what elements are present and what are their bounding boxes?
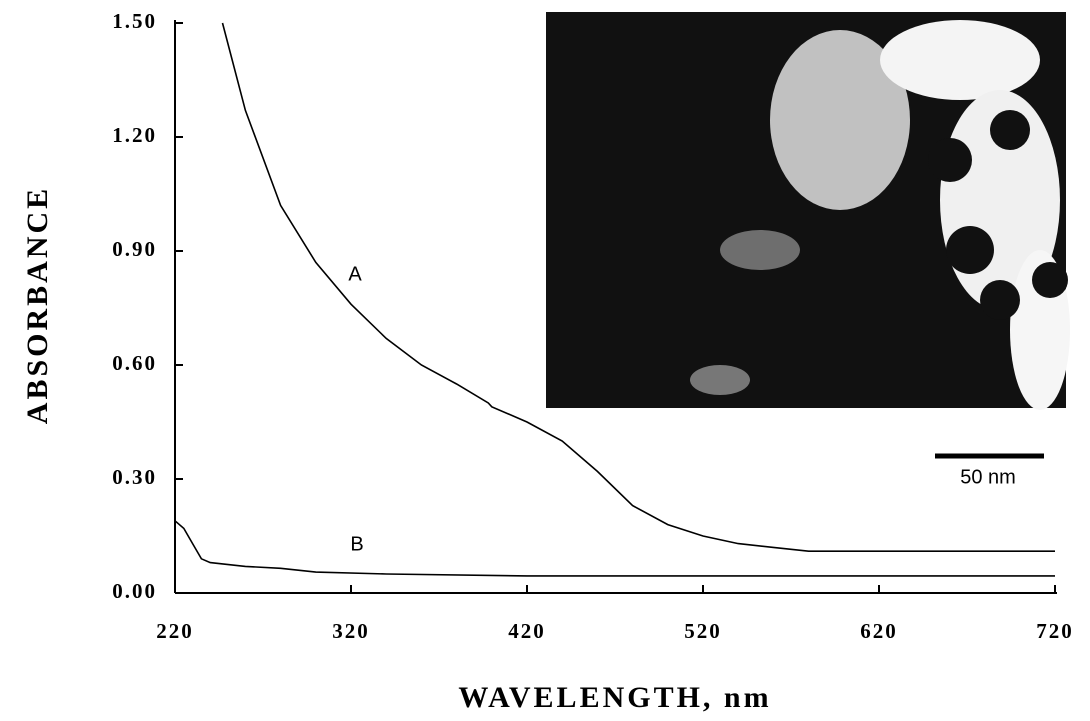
y-tick-label: 1.20: [112, 123, 157, 147]
x-tick-label: 620: [860, 619, 898, 643]
x-tick-label: 520: [684, 619, 722, 643]
series-line: [221, 22, 1055, 552]
series-line: [174, 520, 1055, 577]
x-tick-label: 720: [1036, 619, 1074, 643]
y-axis-title: ABSORBANCE: [21, 186, 54, 424]
x-tick-label: 420: [508, 619, 546, 643]
inset-micrograph: [546, 12, 1070, 410]
x-tick-label: 220: [156, 619, 194, 643]
scale-label: 50 nm: [960, 466, 1016, 488]
y-tick-label: 0.00: [112, 579, 157, 603]
y-tick-label: 0.30: [112, 465, 157, 489]
y-tick-label: 1.50: [112, 9, 157, 33]
y-tick-label: 0.90: [112, 237, 157, 261]
x-tick-label: 320: [332, 619, 370, 643]
y-tick-label: 0.60: [112, 351, 157, 375]
series-label: B: [350, 533, 363, 555]
x-axis-title: WAVELENGTH, nm: [458, 681, 771, 714]
series-label: A: [348, 263, 362, 285]
